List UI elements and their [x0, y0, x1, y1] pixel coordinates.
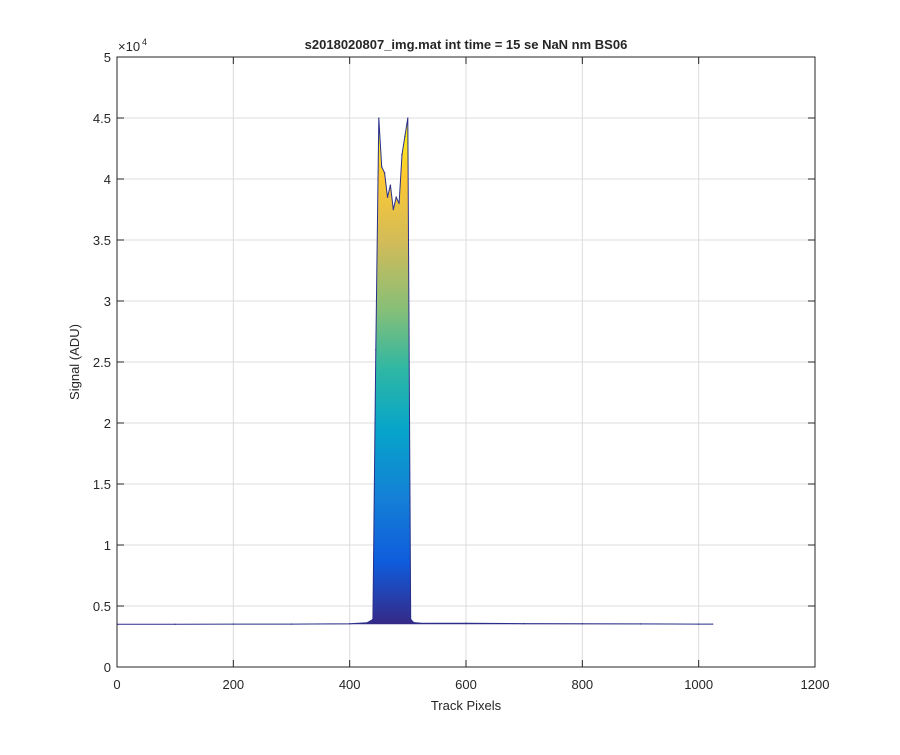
y-tick-label: 5 [104, 50, 111, 65]
chart-title: s2018020807_img.mat int time = 15 se NaN… [305, 37, 628, 52]
series-point [380, 166, 383, 168]
y-tick-label: 1.5 [93, 477, 111, 492]
series-point [465, 622, 467, 625]
series-point [412, 621, 415, 624]
series-point [711, 623, 714, 625]
series-point [392, 208, 395, 211]
series-point [232, 623, 235, 625]
x-tick-label: 400 [339, 677, 361, 692]
series-point [378, 117, 380, 119]
series-point [409, 618, 412, 621]
series-point [398, 202, 400, 205]
series-point [290, 623, 293, 625]
y-tick-label: 4.5 [93, 111, 111, 126]
series-point [523, 622, 525, 625]
series-point [386, 196, 389, 199]
series-point [404, 135, 406, 138]
series-point [174, 623, 176, 626]
y-tick-label: 2 [104, 416, 111, 431]
series-point [418, 622, 421, 624]
x-tick-label: 600 [455, 677, 477, 692]
y-tick-label: 4 [104, 172, 111, 187]
series-point [389, 184, 392, 186]
series-point [401, 153, 403, 156]
y-tick-label: 0 [104, 660, 111, 675]
x-tick-label: 1200 [801, 677, 830, 692]
series-point [375, 349, 377, 351]
series-line [117, 117, 713, 625]
x-axis-label: Track Pixels [431, 698, 502, 713]
x-tick-label: 1000 [684, 677, 713, 692]
y-tick-label: 2.5 [93, 355, 111, 370]
ticks [116, 56, 816, 668]
x-tick-label: 800 [571, 677, 593, 692]
series-point [348, 622, 351, 625]
y-tick-label: 3 [104, 294, 111, 309]
x-tick-label: 200 [222, 677, 244, 692]
series-point [581, 623, 584, 625]
y-tick-label: 1 [104, 538, 111, 553]
series-layer [116, 117, 714, 626]
series-point [395, 196, 398, 199]
x-tick-label: 0 [113, 677, 120, 692]
series-point [383, 172, 386, 174]
series-point [407, 117, 409, 119]
series-point [697, 623, 700, 625]
tick-labels: 0 200 400 600 800 1000 1200 0 0.5 1 1.5 2 2.5 3 3.5 4 4.… [93, 50, 830, 692]
y-exponent-base: ×10 [118, 39, 140, 54]
series-point [372, 618, 374, 621]
y-exponent-power: 4 [142, 37, 147, 47]
y-tick-label: 3.5 [93, 233, 111, 248]
grid [117, 57, 815, 667]
series-point [366, 622, 368, 624]
y-axis-label: Signal (ADU) [67, 324, 82, 400]
y-tick-label: 0.5 [93, 599, 111, 614]
series-point [639, 623, 642, 625]
